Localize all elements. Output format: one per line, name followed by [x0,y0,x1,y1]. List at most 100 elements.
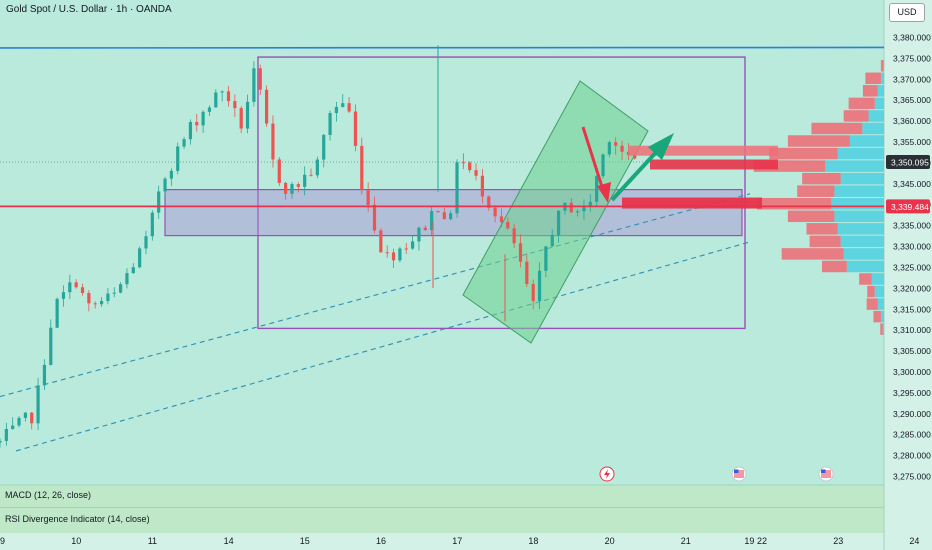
candle[interactable] [303,166,307,196]
candle[interactable] [55,297,59,329]
candle[interactable] [119,282,123,294]
red-arrow-shaft[interactable] [581,126,605,191]
candle[interactable] [258,64,262,96]
candle[interactable] [169,168,173,186]
green-arrow-shaft[interactable] [610,146,662,202]
candle[interactable] [531,279,535,310]
candle[interactable] [245,94,250,134]
candle[interactable] [417,226,421,251]
candle[interactable] [391,248,396,268]
candle[interactable] [607,140,611,158]
candle[interactable] [385,245,389,258]
candle[interactable] [372,196,377,234]
candle[interactable] [0,438,2,448]
candle[interactable] [264,85,269,127]
candle[interactable] [353,104,358,152]
candle[interactable] [11,417,15,430]
candle[interactable] [226,86,231,107]
candle[interactable] [423,225,427,231]
candle[interactable] [601,153,605,179]
candle[interactable] [195,113,199,132]
candle[interactable] [487,195,491,211]
candle[interactable] [468,161,472,173]
candle[interactable] [36,377,40,431]
candle[interactable] [157,185,161,219]
candle[interactable] [474,163,478,181]
candle[interactable] [499,208,504,228]
us-flag-event-icon[interactable] [731,466,747,482]
candle[interactable] [449,210,453,221]
price-tag-support[interactable]: 3,339.484 [886,199,930,214]
candle[interactable] [430,207,434,237]
candle[interactable] [144,230,148,255]
supply-demand-zone[interactable] [164,189,743,237]
candle[interactable] [176,142,180,175]
candle[interactable] [296,182,300,193]
candle[interactable] [277,157,281,187]
candle[interactable] [17,416,21,428]
candle[interactable] [252,61,256,107]
candle[interactable] [207,105,212,117]
candle[interactable] [188,119,193,145]
candle[interactable] [398,246,402,263]
price-tag-current[interactable]: 3,350.095 [886,155,930,170]
candle[interactable] [595,174,599,208]
candle[interactable] [436,210,440,213]
candle[interactable] [360,137,364,195]
candle[interactable] [201,110,205,133]
candle[interactable] [42,359,47,390]
candle[interactable] [544,245,548,278]
candle[interactable] [125,268,129,289]
candle[interactable] [68,274,72,299]
candle[interactable] [214,89,218,108]
us-flag-event-icon[interactable] [818,466,834,482]
candle[interactable] [550,229,554,247]
candle[interactable] [379,228,383,253]
candle[interactable] [322,133,326,168]
candle[interactable] [461,153,465,170]
candle[interactable] [569,198,573,213]
candle[interactable] [576,209,580,217]
candle[interactable] [138,246,142,269]
candle[interactable] [410,235,415,250]
candle[interactable] [493,205,497,223]
candle[interactable] [588,194,592,212]
candle[interactable] [74,279,78,289]
lightning-event-icon[interactable] [599,466,615,482]
candle[interactable] [442,207,446,220]
candle[interactable] [30,411,34,430]
candle[interactable] [4,422,8,446]
candle[interactable] [506,217,510,230]
currency-button[interactable]: USD [889,3,925,22]
candle[interactable] [220,90,224,102]
candle[interactable] [582,199,586,220]
resistance-line[interactable] [0,46,885,49]
candle[interactable] [163,176,167,198]
macd-indicator-label[interactable]: MACD (12, 26, close) [5,490,92,500]
candle[interactable] [112,287,116,298]
candle[interactable] [23,412,27,422]
candle[interactable] [537,262,542,310]
candle[interactable] [99,297,104,307]
candle[interactable] [309,168,313,177]
candle[interactable] [341,94,345,108]
range-box[interactable] [257,56,746,330]
candle[interactable] [404,242,408,254]
candle[interactable] [518,234,523,268]
candle[interactable] [233,94,237,118]
candle[interactable] [106,288,110,305]
rising-channel[interactable] [462,80,649,344]
candle[interactable] [80,283,85,296]
candle[interactable] [93,301,97,309]
rsi-indicator-label[interactable]: RSI Divergence Indicator (14, close) [5,514,150,524]
candle[interactable] [334,101,339,122]
candle[interactable] [315,156,319,179]
candle[interactable] [49,319,53,366]
candle[interactable] [284,181,288,200]
trendline-lower-dashed[interactable] [15,241,751,452]
candle[interactable] [131,263,135,274]
candle[interactable] [620,140,624,161]
candle[interactable] [525,253,529,288]
candle[interactable] [150,210,154,241]
